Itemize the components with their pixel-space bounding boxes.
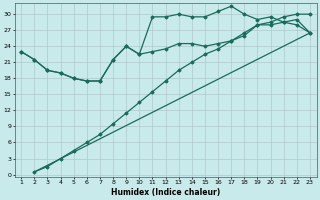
X-axis label: Humidex (Indice chaleur): Humidex (Indice chaleur) [111,188,220,197]
